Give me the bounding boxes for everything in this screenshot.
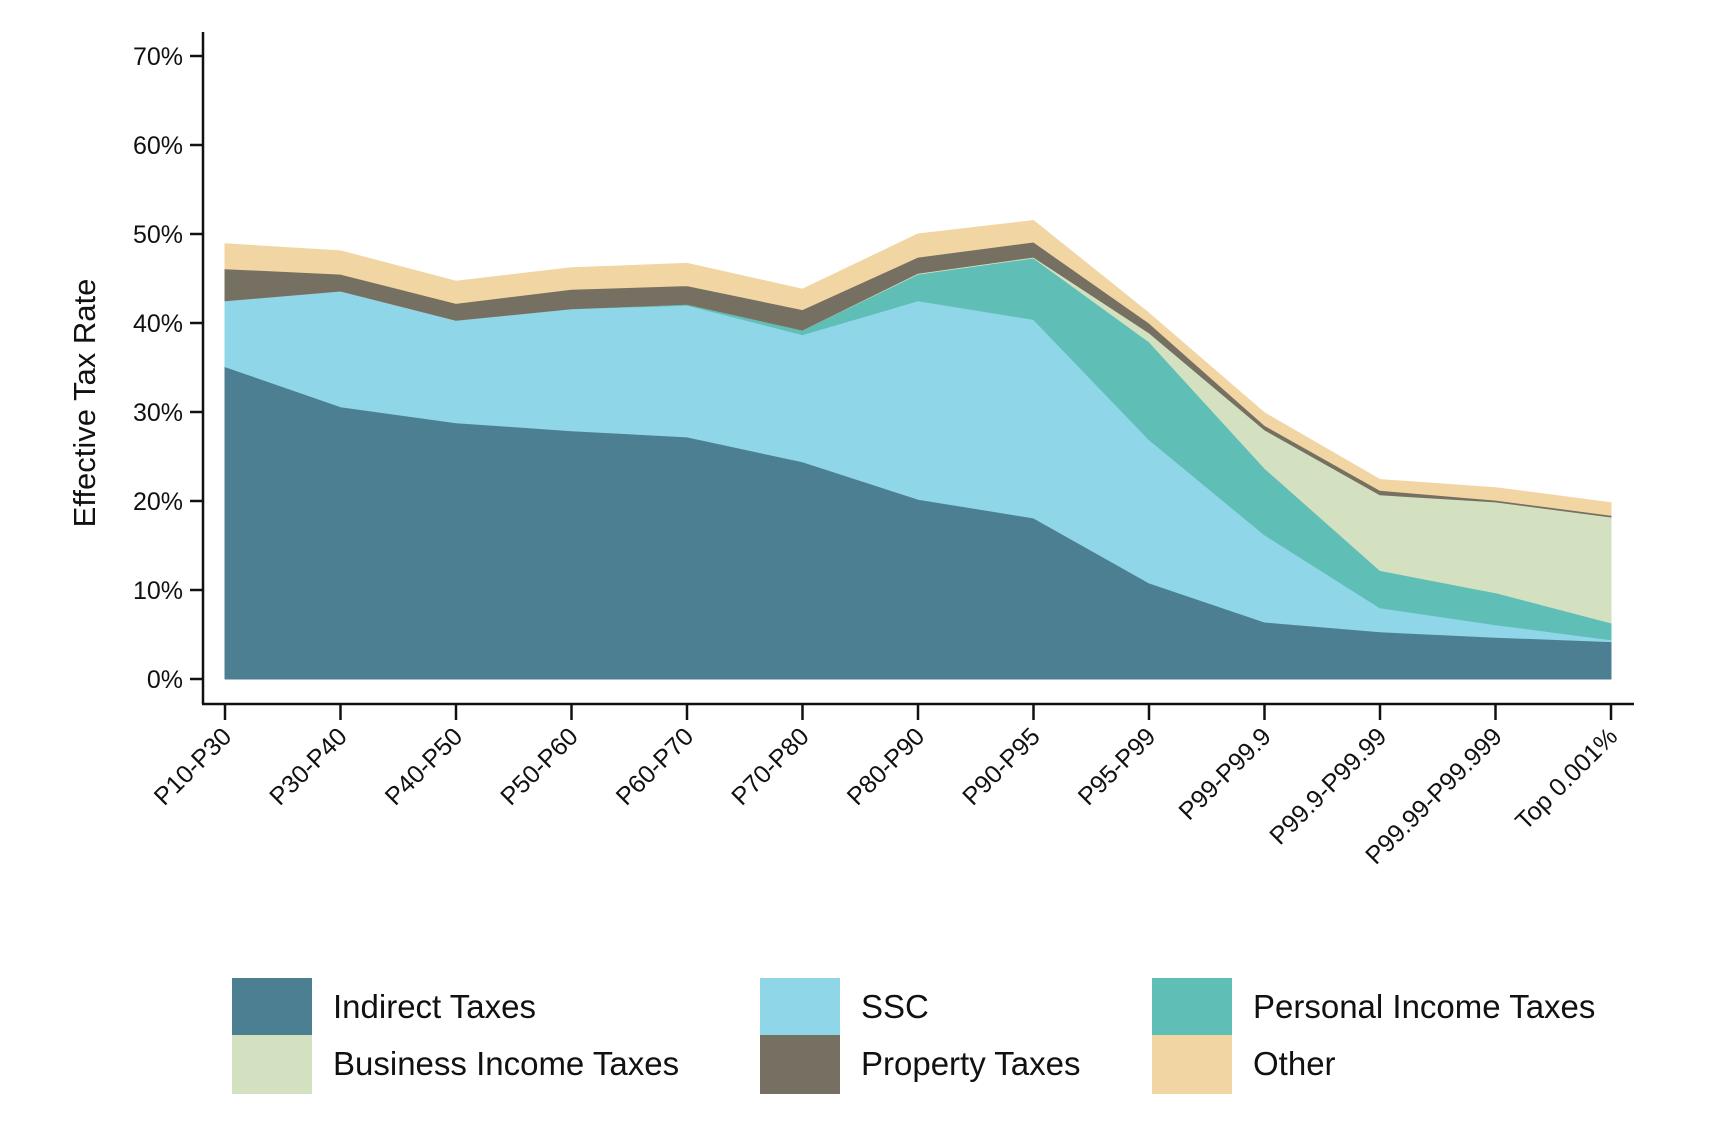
- y-tick-label: 20%: [133, 488, 183, 516]
- x-tick-label: P70-P80: [726, 722, 815, 811]
- x-tick-label: P80-P90: [842, 722, 931, 811]
- y-tick-label: 50%: [133, 221, 183, 249]
- y-tick-label: 10%: [133, 577, 183, 605]
- y-tick-label: 40%: [133, 310, 183, 338]
- x-axis-ticks: P10-P30 P30-P40 P40-P50 P50-P60 P60-P70 P70-P…: [149, 704, 1623, 870]
- x-tick-label: P99.9-P99.99: [1264, 722, 1392, 850]
- y-tick-label: 30%: [133, 399, 183, 427]
- area-other: [224, 220, 1612, 516]
- areas-layer: [224, 220, 1612, 680]
- x-tick-label: P60-P70: [611, 722, 700, 811]
- x-tick-label: P30-P40: [264, 722, 353, 811]
- y-tick-label: 60%: [133, 132, 183, 160]
- y-tick-label: 70%: [133, 43, 183, 71]
- x-tick-label: P40-P50: [380, 722, 469, 811]
- x-tick-label: Top 0.001%: [1510, 722, 1623, 835]
- y-axis-title: Effective Tax Rate: [67, 279, 102, 528]
- x-tick-label: P99-P99.9: [1173, 722, 1276, 825]
- y-axis-ticks: 0% 10% 20% 30% 40% 50% 60% 70%: [133, 43, 203, 694]
- y-tick-label: 0%: [147, 666, 183, 694]
- x-tick-label: P95-P99: [1073, 722, 1162, 811]
- x-tick-label: P90-P95: [957, 722, 1046, 811]
- x-tick-label: P10-P30: [149, 722, 238, 811]
- x-tick-label: P50-P60: [495, 722, 584, 811]
